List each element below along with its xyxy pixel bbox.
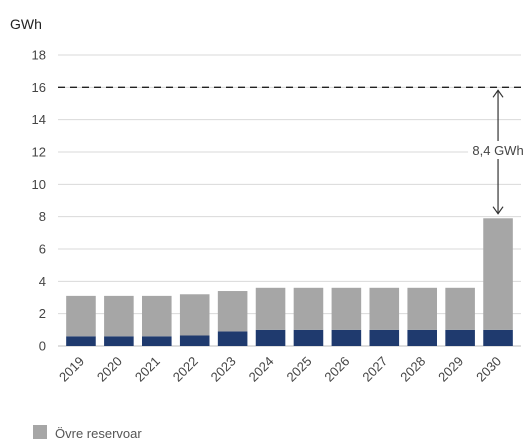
bars bbox=[66, 218, 513, 346]
y-tick-label: 4 bbox=[39, 274, 46, 289]
bar-segment-lower bbox=[179, 335, 210, 346]
y-tick-label: 18 bbox=[32, 48, 46, 63]
annotation-label-background bbox=[468, 141, 529, 159]
bar-segment-upper bbox=[331, 287, 362, 330]
bar-segment-upper bbox=[293, 287, 324, 330]
x-tick-label: 2022 bbox=[170, 354, 201, 385]
bar-segment-lower bbox=[331, 329, 362, 346]
x-tick-label: 2027 bbox=[359, 354, 390, 385]
x-tick-label: 2030 bbox=[473, 354, 504, 385]
x-tick-label: 2029 bbox=[435, 354, 466, 385]
bar-segment-lower bbox=[293, 329, 324, 346]
x-tick-label: 2019 bbox=[56, 354, 87, 385]
x-tick-label: 2025 bbox=[284, 354, 315, 385]
x-tick-label: 2026 bbox=[321, 354, 352, 385]
bar-segment-upper bbox=[104, 295, 134, 337]
annotation-group: 8,4 GWh bbox=[468, 89, 529, 215]
y-axis-ticks: 0 2 4 6 8 10 12 14 16 18 bbox=[32, 48, 46, 354]
legend-label-upper: Övre reservoar bbox=[55, 426, 142, 439]
bar-segment-lower bbox=[66, 336, 96, 346]
bar-segment-upper bbox=[369, 287, 400, 330]
y-tick-label: 2 bbox=[39, 306, 46, 321]
bar-segment-lower bbox=[445, 329, 475, 346]
bar-segment-upper bbox=[255, 287, 286, 330]
annotation-arrowhead-down bbox=[492, 206, 504, 215]
x-tick-label: 2028 bbox=[397, 354, 428, 385]
bar-segment-lower bbox=[142, 336, 172, 346]
bar-segment-lower bbox=[483, 329, 513, 346]
bar-segment-upper bbox=[407, 287, 437, 330]
y-tick-label: 0 bbox=[39, 339, 46, 354]
y-unit-label: GWh bbox=[10, 16, 42, 32]
x-tick-label: 2024 bbox=[246, 354, 277, 385]
legend: Övre reservoar bbox=[33, 425, 142, 439]
bar-segment-upper bbox=[66, 295, 96, 337]
y-tick-label: 8 bbox=[39, 209, 46, 224]
bar-segment-lower bbox=[369, 329, 400, 346]
y-tick-label: 10 bbox=[32, 177, 46, 192]
y-tick-label: 6 bbox=[39, 242, 46, 257]
x-tick-label: 2023 bbox=[208, 354, 239, 385]
bar-segment-upper bbox=[483, 218, 513, 330]
legend-swatch-upper bbox=[33, 425, 47, 439]
y-tick-label: 16 bbox=[32, 80, 46, 95]
bar-segment-lower bbox=[255, 329, 286, 346]
annotation-arrowhead-up bbox=[492, 89, 504, 98]
gridlines bbox=[58, 54, 521, 347]
y-tick-label: 14 bbox=[32, 112, 46, 127]
bar-segment-lower bbox=[104, 336, 134, 346]
bar-segment-upper bbox=[142, 295, 172, 337]
x-tick-label: 2021 bbox=[132, 354, 163, 385]
bar-segment-upper bbox=[179, 294, 210, 336]
bar-segment-upper bbox=[217, 291, 248, 332]
x-tick-label: 2020 bbox=[94, 354, 125, 385]
x-axis-ticks: 2019 2020 2021 2022 2023 2024 2025 2026 2027 2028… bbox=[56, 354, 504, 385]
annotation-label: 8,4 GWh bbox=[472, 143, 523, 158]
y-tick-label: 12 bbox=[32, 145, 46, 160]
bar-segment-lower bbox=[217, 331, 248, 346]
bar-segment-lower bbox=[407, 329, 437, 346]
bar-segment-upper bbox=[445, 287, 475, 330]
